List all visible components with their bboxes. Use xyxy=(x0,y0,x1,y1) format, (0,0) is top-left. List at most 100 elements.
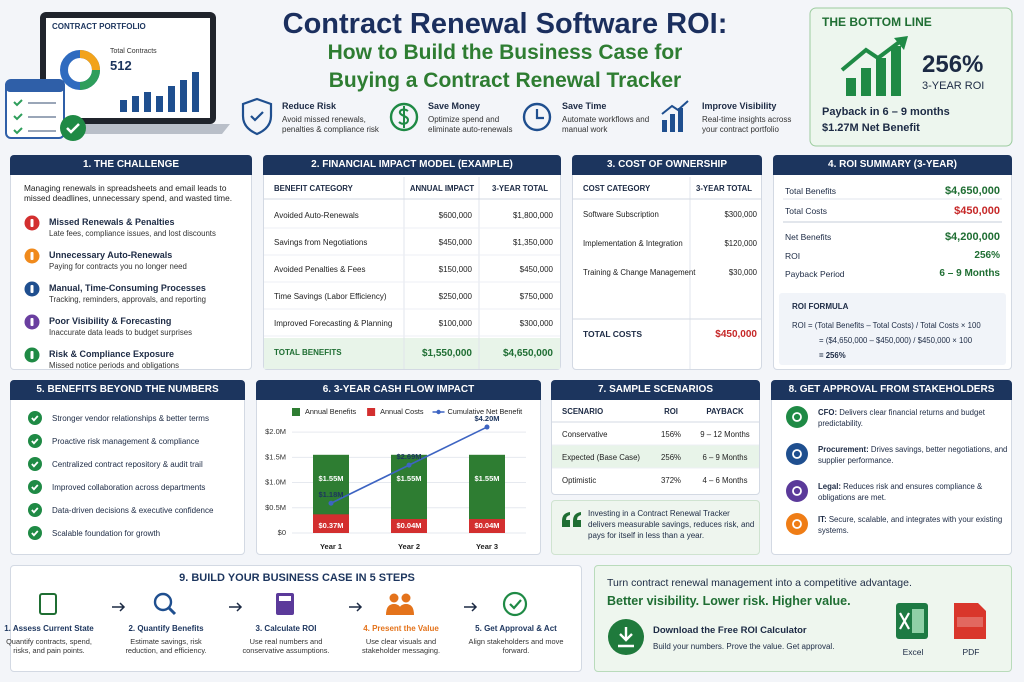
formula-line: = ($4,650,000 – $450,000) / $450,000 × 1… xyxy=(819,336,973,345)
stakeholder-role: Procurement: xyxy=(818,445,869,454)
challenge-item-title: Manual, Time-Consuming Processes xyxy=(49,283,206,293)
line-point xyxy=(406,462,412,468)
roi-panel: 4. ROI SUMMARY (3-YEAR) Total Benefits $4,… xyxy=(773,155,1012,370)
growth-icon xyxy=(846,46,901,96)
step-desc: Use real numbers and conservative assump… xyxy=(242,637,330,656)
benefit-item: Proactive risk management & compliance xyxy=(52,437,200,446)
table-cell: $750,000 xyxy=(519,292,553,301)
benefit-item: Scalable foundation for growth xyxy=(52,529,161,538)
stakeholder-desc: Reduces risk and ensures compliance & ob… xyxy=(818,482,983,502)
roi-label: Payback Period xyxy=(785,269,845,279)
cta-line1: Turn contract renewal management into a … xyxy=(607,577,912,589)
panel-graphics xyxy=(264,177,560,369)
step-icon xyxy=(389,593,399,603)
quote-graphics xyxy=(562,512,581,527)
challenge-item-title: Missed Renewals & Penalties xyxy=(49,217,175,227)
challenge-item-title: Risk & Compliance Exposure xyxy=(49,349,175,359)
data-label: $1.55M xyxy=(474,474,499,483)
stakeholder-icon xyxy=(786,406,808,428)
stakeholder-text: Procurement: Drives savings, better nego… xyxy=(818,445,1008,467)
panel-title: 1. THE CHALLENGE xyxy=(10,155,252,175)
donut-slice xyxy=(79,50,100,71)
quote-mark xyxy=(562,512,581,527)
subtitle: How to Build the Business Case for xyxy=(327,41,683,64)
challenge-panel: 1. THE CHALLENGE Managing renewals in spr… xyxy=(10,155,252,370)
download-desc: Build your numbers. Prove the value. Get… xyxy=(653,642,835,651)
benefit-item: Centralized contract repository & audit … xyxy=(52,460,203,469)
challenge-icon-glyph xyxy=(30,285,34,293)
table-cell: Savings from Negotiations xyxy=(274,238,368,247)
table-cell: $450,000 xyxy=(519,265,553,274)
panel-graphics xyxy=(573,177,761,369)
challenge-item-desc: Late fees, compliance issues, and lost d… xyxy=(49,229,216,238)
check-mark xyxy=(31,507,39,514)
x-tick-label: Year 2 xyxy=(398,542,420,551)
panel-graphics xyxy=(24,215,40,363)
stakeholder-desc: Delivers clear financial returns and bud… xyxy=(818,408,985,428)
total-cell: $450,000 xyxy=(715,329,757,340)
approval-panel: 8. GET APPROVAL FROM STAKEHOLDERS CFO: De… xyxy=(771,380,1012,555)
table-cell: $1,350,000 xyxy=(512,238,553,247)
table-header: BENEFIT CATEGORY xyxy=(274,184,353,193)
table-cell: Improved Forecasting & Planning xyxy=(274,319,393,328)
cta-panel: Turn contract renewal management into a … xyxy=(594,565,1012,672)
benefit-item: Data-driven decisions & executive confid… xyxy=(52,506,214,515)
step-desc: Quantify contracts, spend, risks, and pa… xyxy=(6,637,92,656)
y-tick-label: $2.0M xyxy=(265,427,286,436)
step-arrow xyxy=(112,602,126,612)
panel-title: 5. BENEFITS BEYOND THE NUMBERS xyxy=(10,380,245,400)
step-title: 2. Quantify Benefits xyxy=(128,624,204,633)
x-tick-label: Year 3 xyxy=(476,542,498,551)
bottom-line-box xyxy=(809,7,1013,147)
challenge-item-title: Unnecessary Auto-Renewals xyxy=(49,250,173,260)
table-cell: Expected (Base Case) xyxy=(562,453,641,462)
feature-title: Save Money xyxy=(428,101,481,111)
panel-title: 2. FINANCIAL IMPACT MODEL (EXAMPLE) xyxy=(263,155,561,175)
panel-title: 7. SAMPLE SCENARIOS xyxy=(551,380,760,400)
visibility-trend xyxy=(661,100,689,115)
step-icon xyxy=(39,593,57,615)
table-cell: $300,000 xyxy=(519,319,553,328)
table-cell: $150,000 xyxy=(438,265,472,274)
financial-panel: 2. FINANCIAL IMPACT MODEL (EXAMPLE) BENEF… xyxy=(263,155,561,370)
stakeholder-icon-glyph xyxy=(792,412,802,422)
step-icon xyxy=(502,591,528,617)
donut-slice xyxy=(79,69,100,90)
challenge-icon-glyph xyxy=(30,219,34,227)
roi-label: ROI xyxy=(785,251,801,261)
challenge-icon-glyph xyxy=(30,252,34,260)
total-cell: TOTAL BENEFITS xyxy=(274,348,342,357)
roi-value: 256% xyxy=(974,250,1000,261)
feature-title: Save Time xyxy=(562,101,607,111)
panel-title: 3. COST OF OWNERSHIP xyxy=(572,155,762,175)
clock-icon xyxy=(522,102,552,132)
laptop-label: Total Contracts xyxy=(110,48,157,55)
scenarios-panel: 7. SAMPLE SCENARIOS SCENARIO ROI PAYBACK Con… xyxy=(551,380,760,495)
challenge-icon-glyph xyxy=(30,351,34,359)
stakeholder-icon-glyph xyxy=(792,519,802,529)
roi-label: Net Benefits xyxy=(785,232,832,242)
y-tick-label: $0 xyxy=(278,528,286,537)
table-cell: $600,000 xyxy=(438,211,472,220)
check-mark xyxy=(31,484,39,491)
stakeholder-icon-glyph xyxy=(792,449,802,459)
bottom-line-title: THE BOTTOM LINE xyxy=(822,15,932,29)
roi-value: $4,650,000 xyxy=(944,185,1000,197)
total-cell: $1,550,000 xyxy=(421,348,472,359)
data-label: $2.69M xyxy=(396,452,421,461)
excel-icon-x xyxy=(899,612,910,630)
stakeholder-role: CFO: xyxy=(818,408,838,417)
feature-desc: Avoid missed renewals, penalties & compl… xyxy=(282,115,379,134)
check-mark xyxy=(31,438,39,445)
stakeholder-icon xyxy=(786,480,808,502)
formula-title: ROI FORMULA xyxy=(792,302,849,311)
stakeholder-desc: Secure, scalable, and integrates with yo… xyxy=(818,515,1003,535)
table-cell: Conservative xyxy=(562,430,608,439)
step-desc: Align stakeholders and move forward. xyxy=(468,637,564,656)
step-icon xyxy=(509,599,522,610)
benefit-item: Improved collaboration across department… xyxy=(52,483,206,492)
panel-graphics xyxy=(779,198,1006,365)
y-tick-label: $0.5M xyxy=(265,503,286,512)
step-icon xyxy=(401,593,411,603)
